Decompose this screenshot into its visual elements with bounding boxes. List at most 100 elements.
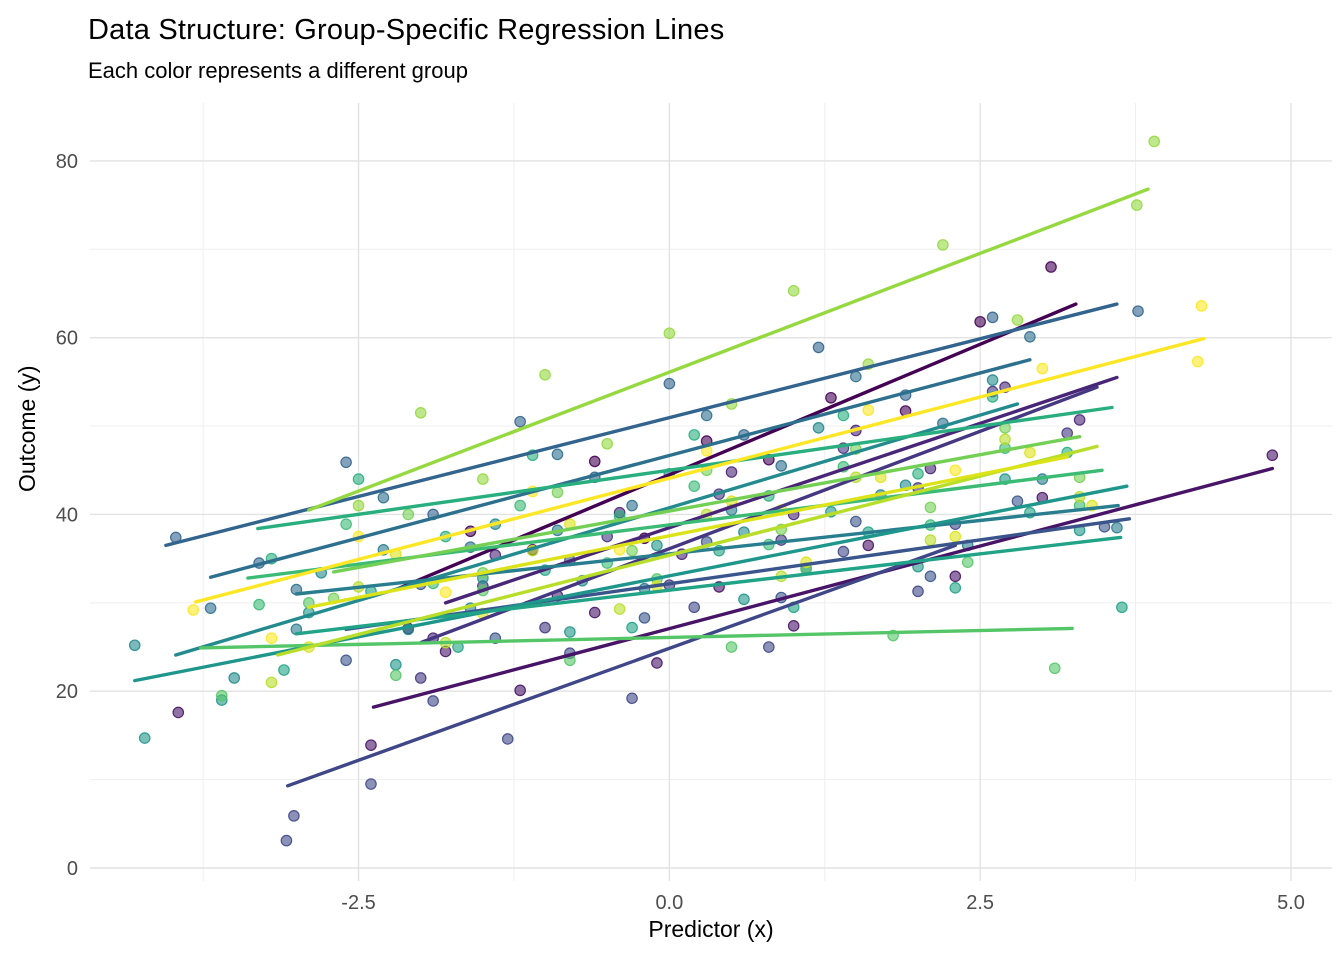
x-tick-label: -2.5 [341,892,375,914]
data-point [862,404,875,416]
data-point [949,530,962,543]
data-point [402,508,415,521]
data-point [924,534,937,546]
data-point [626,621,638,634]
x-axis-title: Predictor (x) [648,916,774,942]
regression-line [276,444,1099,657]
data-point [1024,330,1036,343]
data-point [961,556,974,568]
regression-line [307,187,1150,512]
data-point [763,641,775,653]
data-point [365,778,377,790]
y-tick-label: 60 [56,328,78,350]
data-point [626,692,638,705]
data-point [1036,362,1049,375]
data-point [825,391,837,404]
regression-lines [133,187,1275,788]
data-point [514,415,526,428]
data-point [340,518,352,530]
data-point [974,315,986,328]
data-point [1045,261,1057,273]
data-point [352,499,365,512]
data-point [340,456,352,469]
data-point [1111,521,1123,534]
data-point [204,602,217,614]
data-point [700,409,713,422]
data-point [812,422,825,434]
regression-line [344,517,1132,632]
scatter-points [128,135,1279,847]
data-point [924,501,937,514]
data-point [912,585,924,598]
data-point [439,586,452,599]
regression-line [193,336,1206,604]
data-point [1148,135,1161,148]
x-tick-label: 0.0 [655,892,683,914]
data-point [365,739,377,751]
data-point [986,374,999,386]
data-point [588,606,601,619]
data-point [937,239,949,251]
data-point [1116,601,1128,614]
data-point [688,601,701,614]
data-point [377,491,390,504]
plot-title: Data Structure: Group-Specific Regressio… [88,14,725,46]
data-point [514,499,526,512]
x-tick-label: 5.0 [1277,892,1305,914]
data-point [265,632,278,644]
data-point [850,515,862,528]
data-point [1024,446,1036,459]
y-tick-labels: 0 20 40 60 80 [56,151,78,880]
data-point [288,810,300,822]
data-point [138,732,151,744]
data-point [999,433,1011,446]
data-point [539,368,551,381]
data-point [725,466,738,478]
y-tick-label: 0 [67,858,78,880]
y-tick-label: 80 [56,151,78,173]
data-point [1073,414,1086,426]
data-point [390,658,402,671]
major-gridlines [90,103,1332,881]
x-tick-label: 2.5 [966,892,994,914]
y-tick-label: 40 [56,504,78,526]
data-point [1011,495,1024,507]
regression-line [174,402,1020,657]
data-point [626,499,638,512]
data-point [414,672,427,684]
data-point [688,429,701,441]
data-point [278,664,290,676]
data-point [663,327,676,340]
data-point [738,593,750,606]
data-point [1132,305,1144,317]
data-point [551,448,564,461]
minor-gridlines [90,103,1332,881]
data-point [688,480,701,492]
data-point [1266,449,1279,462]
regression-line [208,358,1032,579]
data-point [613,603,626,615]
data-point [414,407,427,419]
regression-line [331,434,1082,574]
data-point [514,684,526,697]
regression-line [285,543,957,788]
data-point [725,641,738,653]
data-point [588,455,601,468]
regression-line [294,535,1123,636]
x-tick-labels: -2.5 0.0 2.5 5.0 [341,892,1305,914]
data-point [949,570,962,583]
data-point [626,544,638,557]
data-point [253,598,265,611]
data-point [986,311,999,324]
data-point [949,582,962,594]
plot-subtitle: Each color represents a different group [88,58,468,83]
y-axis-title: Outcome (y) [14,365,40,492]
data-point [172,706,185,719]
data-point [1195,300,1208,312]
data-point [280,834,293,847]
data-point [477,473,489,485]
data-point [862,539,875,552]
data-point [551,486,564,499]
